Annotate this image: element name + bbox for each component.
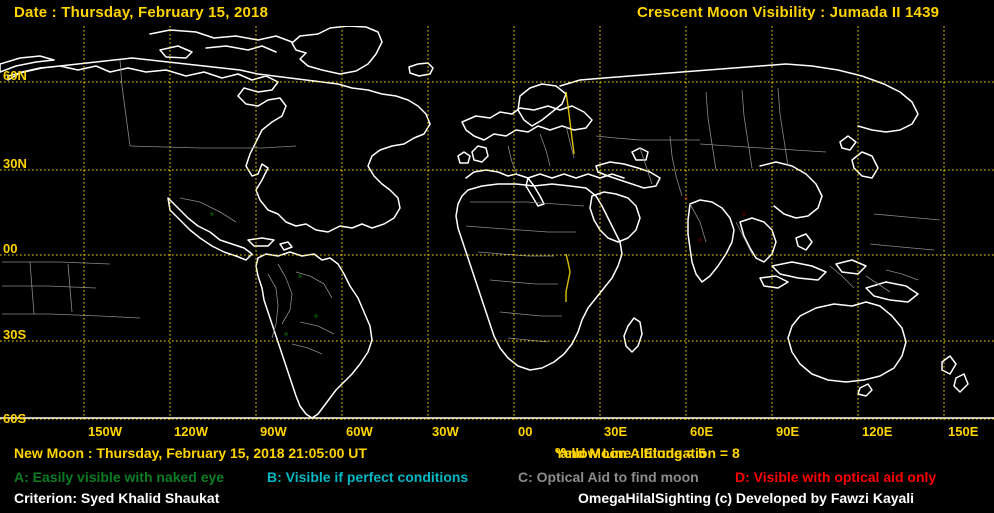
footer-row-new-moon: New Moon : Thursday, February 15, 2018 2… xyxy=(0,445,994,467)
lon-label-120W: 120W xyxy=(174,424,208,439)
new-moon-label: New Moon : Thursday, February 15, 2018 2… xyxy=(14,445,367,461)
lon-label-30W: 30W xyxy=(432,424,459,439)
degree-sign-1: o xyxy=(555,445,561,455)
header-title-label: Crescent Moon Visibility : Jumada II 143… xyxy=(637,4,940,21)
lon-label-120E: 120E xyxy=(862,424,893,439)
legend-b-label: B: Visible if perfect conditions xyxy=(267,469,469,485)
degree-sign-2: o xyxy=(560,445,567,455)
world-map-panel xyxy=(0,26,994,420)
lon-label-00: 00 xyxy=(518,424,533,439)
yellow-line-prefix: Yellow Line : Elongation = 8 xyxy=(555,445,740,461)
legend-d-label: D: Visible with optical aid only xyxy=(735,469,937,485)
graticule-layer xyxy=(0,26,994,420)
lon-label-30E: 30E xyxy=(604,424,628,439)
longitude-label-row: 150W 120W 90W 60W 30W 00 30E 60E 90E 120… xyxy=(0,424,994,442)
yellow-line-mid: and Moon Altitude = 5 xyxy=(560,445,706,461)
lon-label-150E: 150E xyxy=(948,424,979,439)
lon-label-90E: 90E xyxy=(776,424,800,439)
coastlines-layer xyxy=(0,26,994,419)
credit-label: OmegaHilalSighting (c) Developed by Fawz… xyxy=(578,490,915,506)
lon-label-150W: 150W xyxy=(88,424,122,439)
lon-label-90W: 90W xyxy=(260,424,287,439)
visibility-zones-layer xyxy=(210,196,746,336)
criterion-label: Criterion: Syed Khalid Shaukat xyxy=(14,490,220,506)
footer-row-legend: A: Easily visible with naked eye B: Visi… xyxy=(0,469,994,491)
country-borders-layer xyxy=(2,59,941,355)
legend-c-label: C: Optical Aid to find moon xyxy=(518,469,699,485)
legend-a-label: A: Easily visible with naked eye xyxy=(14,469,225,485)
visibility-curve-layer xyxy=(565,91,575,302)
lon-label-60E: 60E xyxy=(690,424,714,439)
header-date-label: Date : Thursday, February 15, 2018 xyxy=(14,4,269,21)
header-bar: Date : Thursday, February 15, 2018 Cresc… xyxy=(0,0,994,26)
world-map-svg xyxy=(0,26,994,420)
footer-row-credits: Criterion: Syed Khalid Shaukat OmegaHila… xyxy=(0,490,994,512)
lon-label-60W: 60W xyxy=(346,424,373,439)
